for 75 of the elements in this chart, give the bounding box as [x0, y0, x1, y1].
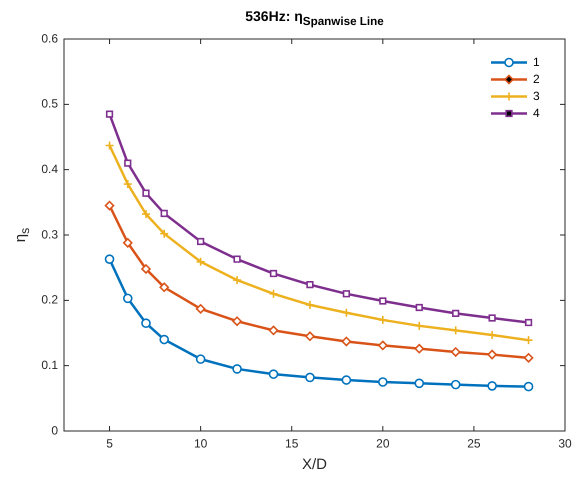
point: [124, 160, 132, 167]
point: [122, 294, 133, 304]
point: [268, 326, 278, 336]
point: [524, 382, 534, 392]
point: [305, 331, 315, 342]
point: [122, 238, 133, 248]
point: [450, 347, 460, 357]
point: [414, 321, 424, 331]
point: [524, 318, 532, 326]
legend-label: 4: [533, 106, 540, 120]
point: [197, 238, 204, 246]
point: [342, 308, 352, 318]
x-tick-label: 10: [194, 436, 208, 451]
point: [305, 300, 315, 310]
point: [104, 200, 114, 210]
x-axis-title: X/D: [300, 456, 328, 473]
x-tick-label: 15: [285, 436, 299, 451]
point: [232, 364, 242, 374]
point: [342, 290, 350, 298]
point: [524, 335, 534, 345]
point: [487, 350, 497, 360]
y-tick-label: 0.5: [41, 96, 58, 111]
point: [141, 264, 151, 274]
point: [104, 254, 114, 264]
point: [141, 209, 151, 219]
point: [416, 304, 423, 312]
legend-label: 2: [533, 72, 540, 86]
point: [378, 340, 388, 350]
point: [196, 304, 206, 314]
y-tick-label: 0.1: [41, 358, 58, 372]
point: [160, 210, 168, 218]
point: [378, 315, 388, 325]
y-tick-label: 0.2: [41, 292, 58, 307]
y-tick-label: 0: [51, 423, 58, 438]
point: [196, 256, 206, 267]
y-tick-label: 0.6: [41, 31, 58, 46]
point: [524, 353, 534, 363]
x-tick-label: 25: [467, 436, 481, 451]
point: [270, 270, 278, 278]
point: [487, 381, 497, 391]
point: [379, 297, 386, 305]
point: [159, 282, 169, 292]
point: [159, 334, 169, 344]
y-tick-label: 0.3: [41, 227, 58, 242]
legend-label: 1: [533, 54, 540, 69]
point: [487, 330, 497, 340]
point: [233, 256, 241, 263]
point: [141, 318, 151, 328]
point: [159, 228, 169, 238]
x-tick-label: 5: [106, 436, 114, 451]
point: [342, 336, 352, 346]
point: [488, 314, 496, 322]
x-tick-label: 30: [558, 436, 572, 451]
point: [142, 190, 150, 197]
point: [306, 281, 314, 288]
legend-label: 3: [533, 88, 540, 103]
y-tick-label: 0.4: [41, 162, 58, 176]
point: [342, 375, 352, 385]
point: [452, 310, 460, 318]
chart-title: 536Hz: η$_{Spanwise Line}$: [244, 8, 385, 28]
point: [450, 326, 460, 336]
point: [450, 380, 460, 390]
point: [232, 316, 242, 326]
point: [305, 372, 315, 382]
point: [414, 344, 424, 354]
point: [268, 369, 278, 379]
point: [232, 275, 242, 285]
point: [268, 289, 278, 299]
x-tick-label: 20: [376, 436, 390, 451]
point: [106, 110, 114, 118]
point: [122, 179, 133, 189]
point: [414, 378, 424, 388]
point: [196, 354, 206, 364]
point: [378, 377, 388, 387]
point: [104, 140, 114, 150]
